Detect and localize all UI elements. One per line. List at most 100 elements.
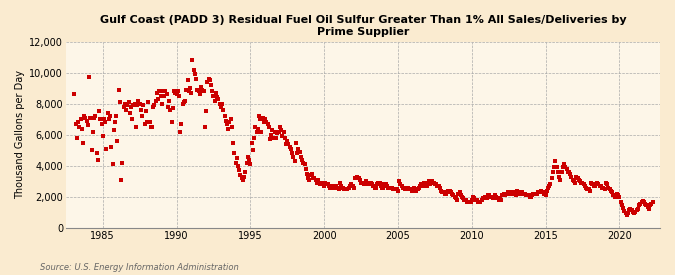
Point <box>639 200 649 205</box>
Point <box>566 175 577 179</box>
Point <box>146 125 157 129</box>
Point <box>182 78 193 82</box>
Point <box>410 187 421 191</box>
Point <box>299 162 310 166</box>
Point <box>587 182 598 187</box>
Point <box>160 89 171 94</box>
Point <box>268 136 279 140</box>
Point <box>235 173 246 177</box>
Point <box>294 150 305 154</box>
Point <box>477 198 487 202</box>
Point <box>261 120 272 125</box>
Point <box>173 94 184 98</box>
Point <box>124 111 135 115</box>
Point <box>325 185 335 190</box>
Point <box>248 148 259 153</box>
Point <box>348 185 359 190</box>
Point <box>554 175 564 179</box>
Point <box>172 89 183 94</box>
Point <box>315 182 326 187</box>
Point <box>244 157 254 162</box>
Point <box>121 108 132 112</box>
Point <box>260 117 271 122</box>
Point <box>588 184 599 188</box>
Point <box>380 182 391 187</box>
Point <box>533 190 543 194</box>
Point <box>504 190 515 194</box>
Point <box>151 90 162 95</box>
Point <box>346 182 356 187</box>
Point <box>631 208 642 212</box>
Point <box>583 187 594 191</box>
Point <box>95 117 105 122</box>
Point <box>122 103 133 108</box>
Point <box>381 184 392 188</box>
Point <box>471 198 482 202</box>
Point <box>296 157 307 162</box>
Point <box>366 181 377 185</box>
Point <box>433 184 444 188</box>
Point <box>338 185 348 190</box>
Point <box>203 77 214 81</box>
Point <box>362 181 373 185</box>
Point <box>450 196 461 201</box>
Point <box>332 185 343 190</box>
Point <box>230 161 241 165</box>
Point <box>352 175 362 179</box>
Point <box>76 126 87 131</box>
Point <box>178 101 188 106</box>
Point <box>205 78 215 82</box>
Point <box>394 179 404 184</box>
Point <box>323 184 334 188</box>
Point <box>340 187 350 191</box>
Point <box>331 184 342 188</box>
Point <box>525 195 536 199</box>
Point <box>193 89 204 94</box>
Point <box>335 181 346 185</box>
Point <box>544 184 555 188</box>
Point <box>82 123 93 128</box>
Point <box>92 157 103 162</box>
Point <box>79 114 90 118</box>
Point <box>526 193 537 197</box>
Point <box>568 179 579 184</box>
Point <box>582 187 593 191</box>
Point <box>353 176 364 180</box>
Point <box>187 58 198 62</box>
Point <box>371 185 381 190</box>
Point <box>453 192 464 196</box>
Point <box>551 165 562 170</box>
Point <box>495 196 506 201</box>
Point <box>517 190 528 194</box>
Point <box>111 114 122 118</box>
Point <box>157 101 167 106</box>
Point <box>643 206 654 211</box>
Point <box>520 193 531 197</box>
Point <box>163 104 173 109</box>
Point <box>622 213 632 217</box>
Point <box>441 192 452 196</box>
Point <box>289 159 300 163</box>
Point <box>266 133 277 137</box>
Point <box>84 75 95 79</box>
Point <box>323 182 333 187</box>
Point <box>150 98 161 103</box>
Point <box>479 196 489 201</box>
Point <box>608 193 618 197</box>
Point <box>625 206 636 211</box>
Point <box>185 86 196 90</box>
Point <box>241 161 252 165</box>
Point <box>486 195 497 199</box>
Point <box>438 190 449 194</box>
Point <box>200 125 211 129</box>
Point <box>437 190 448 194</box>
Point <box>304 178 315 182</box>
Point <box>347 184 358 188</box>
Point <box>358 182 369 187</box>
Point <box>446 190 456 194</box>
Point <box>319 184 329 188</box>
Point <box>100 120 111 125</box>
Point <box>372 182 383 187</box>
Point <box>412 187 423 191</box>
Point <box>133 98 144 103</box>
